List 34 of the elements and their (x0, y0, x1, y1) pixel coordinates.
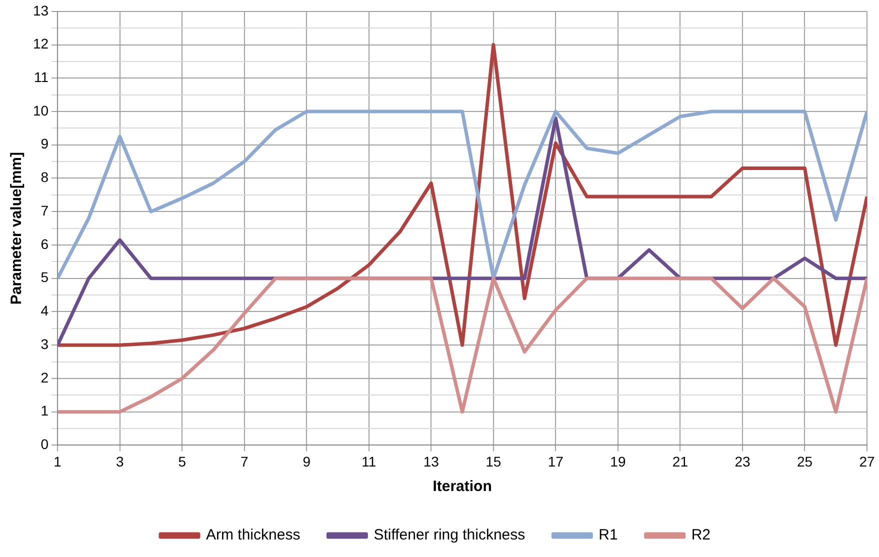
y-tick-label: 12 (32, 36, 49, 52)
x-tick-label: 15 (486, 453, 502, 470)
x-tick-label: 17 (548, 453, 564, 470)
y-axis-title: Parameter value[mm] (8, 152, 26, 305)
x-tick-label: 23 (734, 453, 750, 470)
x-tick-label: 21 (672, 453, 688, 470)
x-tick-label: 19 (610, 453, 626, 470)
y-tick-label: 7 (40, 202, 49, 218)
y-tick-label: 9 (40, 136, 49, 152)
y-tick-label: 10 (32, 102, 49, 118)
legend-label: R2 (691, 526, 711, 544)
x-tick-label: 11 (362, 453, 376, 470)
y-tick-label: 1 (40, 402, 49, 419)
y-tick-label: 0 (40, 436, 49, 452)
legend-label: R1 (598, 526, 618, 544)
x-tick-label: 1 (54, 453, 62, 470)
x-axis-title: Iteration (432, 478, 492, 496)
y-tick-label: 4 (40, 302, 49, 319)
x-tick-label: 25 (796, 453, 813, 470)
y-tick-label: 6 (40, 236, 49, 252)
y-tick-label: 11 (34, 69, 49, 85)
x-tick-label: 5 (178, 453, 186, 470)
y-tick-label: 8 (40, 169, 49, 186)
y-tick-label: 3 (40, 336, 49, 352)
x-tick-label: 3 (116, 453, 124, 470)
y-tick-label: 2 (40, 369, 49, 386)
x-tick-label: 9 (302, 453, 311, 470)
legend-label: Stiffener ring thickness (374, 526, 526, 544)
x-tick-label: 13 (423, 453, 440, 470)
y-tick-label: 13 (32, 2, 49, 18)
legend-label: Arm thickness (206, 526, 300, 544)
y-tick-label: 5 (40, 269, 49, 286)
x-tick-label: 7 (240, 453, 248, 470)
x-tick-label: 27 (859, 453, 875, 470)
